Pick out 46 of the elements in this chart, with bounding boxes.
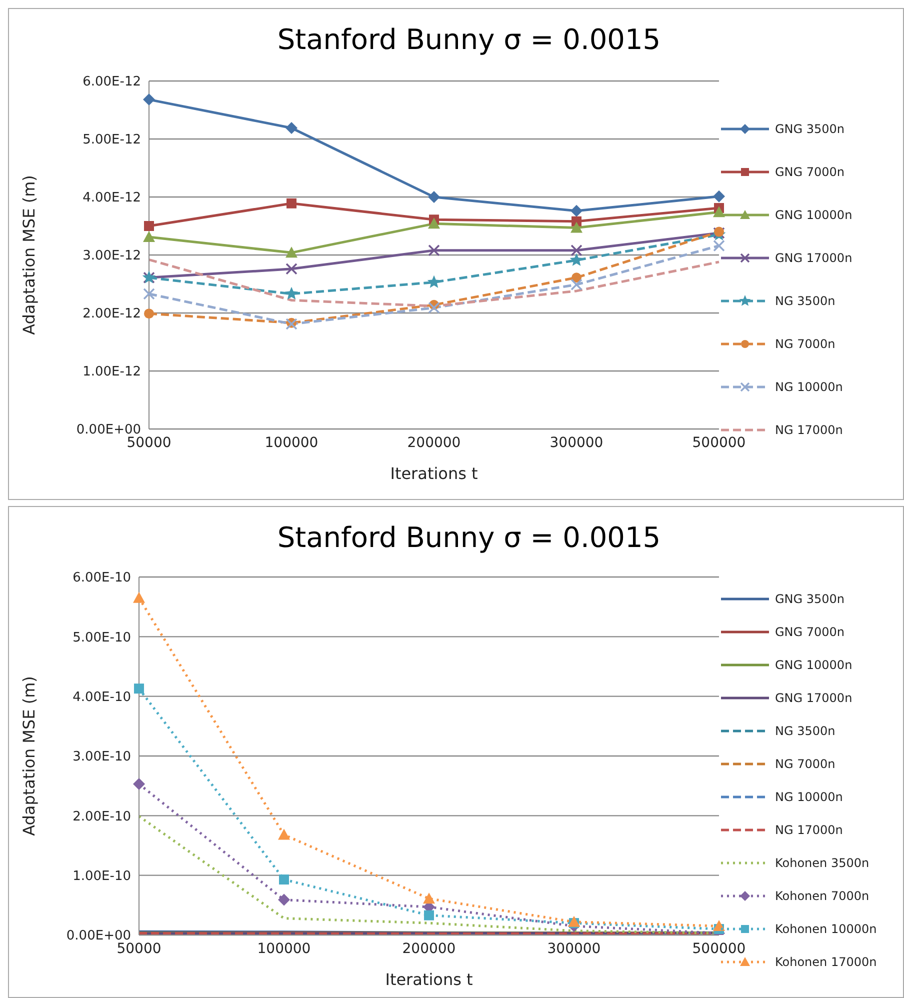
legend-label: GNG 10000n	[775, 208, 852, 222]
legend-label: GNG 3500n	[775, 592, 845, 606]
y-tick-label: 4.00E-12	[82, 190, 141, 206]
y-tick-label: 4.00E-10	[72, 690, 131, 705]
chart-title: Stanford Bunny σ = 0.0015	[276, 23, 662, 56]
x-tick-label: 300000	[547, 940, 601, 957]
legend-label: Kohonen 17000n	[775, 954, 877, 968]
x-tick-label: 500000	[692, 940, 746, 957]
y-axis-title: Adaptation MSE (m)	[20, 676, 39, 836]
y-tick-label: 2.00E-12	[82, 306, 141, 322]
legend-label: NG 10000n	[775, 380, 843, 394]
x-axis-title: Iterations t	[390, 464, 478, 483]
legend-label: GNG 17000n	[775, 690, 852, 704]
legend-label: Kohonen 7000n	[775, 888, 870, 902]
x-tick-label: 300000	[550, 434, 604, 451]
y-tick-label: 5.00E-12	[82, 132, 141, 148]
x-tick-label: 100000	[264, 434, 318, 451]
legend-label: Kohonen 10000n	[775, 922, 877, 936]
legend-label: NG 17000n	[775, 822, 843, 836]
legend-label: Kohonen 3500n	[775, 856, 870, 870]
legend-label: NG 7000n	[775, 756, 836, 770]
y-tick-label: 2.00E-10	[72, 809, 131, 824]
legend-label: GNG 3500n	[775, 122, 845, 136]
legend-label: NG 10000n	[775, 790, 843, 804]
legend-label: NG 7000n	[775, 336, 836, 350]
x-tick-label: 500000	[692, 434, 746, 451]
y-tick-label: 3.00E-12	[82, 248, 141, 264]
legend-label: NG 3500n	[775, 294, 836, 308]
y-axis-title: Adaptation MSE (m)	[20, 175, 39, 335]
x-axis-title: Iterations t	[385, 970, 473, 989]
chart-title: Stanford Bunny σ = 0.0015	[276, 521, 662, 554]
x-tick-label: 100000	[257, 940, 311, 957]
y-tick-label: 5.00E-10	[72, 630, 131, 646]
y-tick-label: 6.00E-12	[82, 74, 141, 90]
legend-label: GNG 10000n	[775, 658, 852, 672]
legend-label: GNG 7000n	[775, 164, 845, 178]
y-tick-label: 1.00E-10	[72, 868, 131, 884]
legend-label: NG 17000n	[775, 422, 843, 436]
legend-label: GNG 7000n	[775, 624, 845, 638]
legend-label: NG 3500n	[775, 724, 836, 738]
y-tick-label: 3.00E-10	[72, 750, 131, 765]
y-tick-label: 6.00E-10	[72, 570, 131, 586]
x-tick-label: 200000	[402, 940, 456, 957]
y-tick-label: 1.00E-12	[82, 364, 141, 380]
legend-label: GNG 17000n	[775, 250, 852, 264]
x-tick-label: 200000	[407, 434, 461, 451]
